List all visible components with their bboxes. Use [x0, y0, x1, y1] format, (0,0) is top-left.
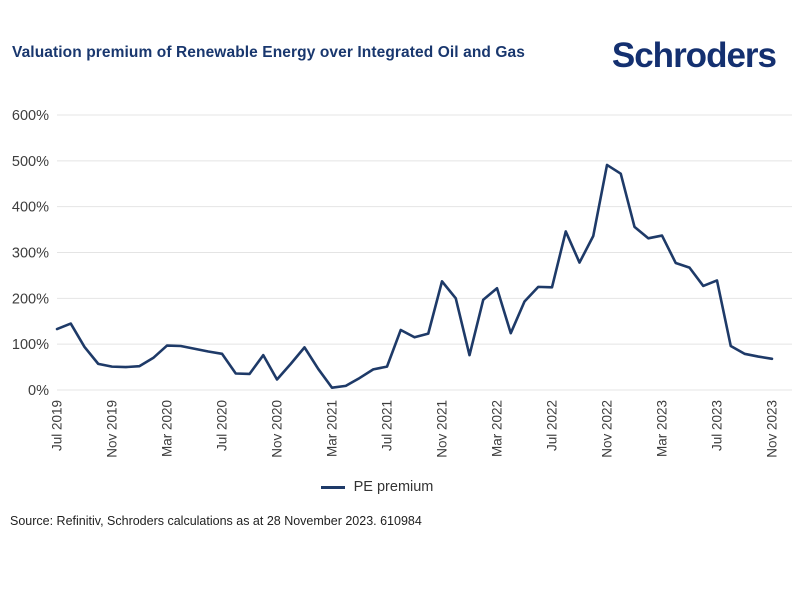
x-axis-label: Mar 2022 [490, 400, 505, 457]
x-axis-label: Nov 2019 [105, 400, 120, 458]
pe-premium-line [55, 163, 774, 390]
y-axis-label: 200% [12, 291, 49, 307]
chart-title: Valuation premium of Renewable Energy ov… [12, 44, 525, 61]
x-axis-label: Mar 2020 [160, 400, 175, 457]
y-axis-label: 400% [12, 200, 49, 216]
y-axis-label: 500% [12, 154, 49, 170]
y-axis-label: 0% [28, 383, 49, 399]
x-axis-label: Jul 2019 [50, 400, 65, 451]
x-axis-label: Nov 2023 [765, 400, 780, 458]
schroders-logo: Schroders [611, 36, 777, 75]
legend-label: PE premium [353, 479, 434, 495]
x-axis-label: Jul 2023 [710, 400, 725, 451]
pe-premium-line-chart: 0% 100% 200% 300% 400% 500% 600% Jul 2019 Nov 20… [12, 108, 792, 458]
x-axis-label: Mar 2023 [655, 400, 670, 457]
x-axis-label: Mar 2021 [325, 400, 340, 457]
y-axis-label: 100% [12, 337, 49, 353]
source-note: Source: Refinitiv, Schroders calculation… [10, 514, 422, 528]
legend-line-swatch [320, 485, 345, 489]
x-axis-label: Nov 2021 [435, 400, 450, 458]
y-axis-label: 300% [12, 246, 49, 262]
x-axis-label: Jul 2021 [380, 400, 395, 451]
chart-legend: PE premium [0, 479, 776, 495]
x-axis-label: Nov 2020 [270, 400, 285, 458]
y-axis-label: 600% [12, 108, 49, 124]
x-axis-label: Jul 2020 [215, 400, 230, 451]
x-axis-label: Jul 2022 [545, 400, 560, 451]
x-axis-label: Nov 2022 [600, 400, 615, 458]
